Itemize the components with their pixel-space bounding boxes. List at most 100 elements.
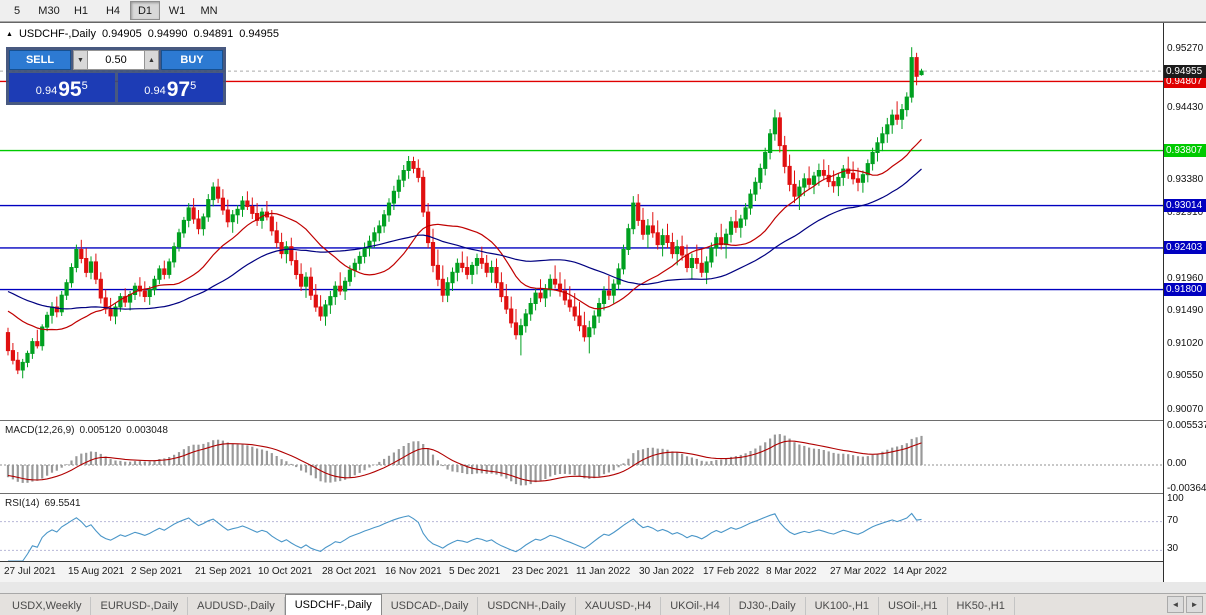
scale-tick-label: 0.90070 xyxy=(1167,403,1204,415)
period-button-W1[interactable]: W1 xyxy=(168,4,186,17)
window-icon: ▲ xyxy=(6,30,13,38)
date-tick-label: 21 Sep 2021 xyxy=(195,566,252,577)
rsi-value: 69.5541 xyxy=(44,498,81,509)
scale-tick-label: 30 xyxy=(1167,543,1179,555)
date-tick-label: 23 Dec 2021 xyxy=(512,566,569,577)
period-button-M30[interactable]: M30 xyxy=(38,4,60,17)
scale-tick-label: 0.005537 xyxy=(1167,420,1206,432)
date-tick-label: 11 Jan 2022 xyxy=(576,566,631,577)
chart-tab-xauusd-h4[interactable]: XAUUSD-,H4 xyxy=(576,597,662,615)
macd-panel: MACD(12,26,9) 0.005120 0.003048 xyxy=(0,420,1163,493)
period-button-H1[interactable]: H1 xyxy=(73,4,89,17)
date-tick-label: 27 Mar 2022 xyxy=(830,566,887,577)
chart-tab-usoil-h1[interactable]: USOil-,H1 xyxy=(879,597,948,615)
tabs-scroll-right-button[interactable]: ► xyxy=(1186,595,1203,613)
scale-tick-label: 0.90550 xyxy=(1167,370,1204,382)
timeframe-toolbar: 5 M30 H1 H4 D1 W1 MN xyxy=(0,0,1206,22)
macd-main-value: 0.005120 xyxy=(79,425,122,436)
volume-input[interactable]: 0.50 xyxy=(88,50,144,70)
date-tick-label: 16 Nov 2021 xyxy=(385,566,442,577)
date-axis[interactable]: 27 Jul 2021 15 Aug 2021 2 Sep 2021 21 Sep 2… xyxy=(0,561,1163,584)
main-chart-panel: ▲ USDCHF-,Daily 0.94905 0.94990 0.94891 … xyxy=(0,23,1163,420)
period-button-D1[interactable]: D1 xyxy=(130,1,160,20)
buy-price-big-digits: 97 xyxy=(166,78,191,101)
chart-tab-usdx-weekly[interactable]: USDX,Weekly xyxy=(3,597,92,615)
scale-tick-label: 0.95270 xyxy=(1167,43,1204,55)
date-tick-label: 10 Oct 2021 xyxy=(258,566,313,577)
date-tick-label: 5 Dec 2021 xyxy=(449,566,501,577)
chart-tab-usdcad-daily[interactable]: USDCAD-,Daily xyxy=(382,597,479,615)
buy-button[interactable]: BUY xyxy=(161,50,223,70)
sell-price-prefix: 0.94 xyxy=(35,85,58,97)
price-marker-label: 0.91800 xyxy=(1164,283,1206,297)
high-value: 0.94990 xyxy=(147,28,188,40)
date-tick-label: 15 Aug 2021 xyxy=(68,566,125,577)
macd-name: MACD(12,26,9) xyxy=(5,425,75,436)
close-value: 0.94955 xyxy=(239,28,279,40)
rsi-name: RSI(14) xyxy=(5,498,40,509)
chart-tab-audusd-daily[interactable]: AUDUSD-,Daily xyxy=(188,597,285,615)
open-value: 0.94905 xyxy=(101,28,142,40)
scale-tick-label: 0.91960 xyxy=(1167,272,1204,284)
chart-tab-ukoil-h4[interactable]: UKOil-,H4 xyxy=(661,597,730,615)
scale-tick-label: 0.93380 xyxy=(1167,174,1204,186)
macd-signal-line xyxy=(7,440,922,482)
date-tick-label: 30 Jan 2022 xyxy=(639,566,695,577)
rsi-label: RSI(14) 69.5541 xyxy=(5,498,81,509)
volume-decrease-button[interactable]: ▼ xyxy=(73,50,88,70)
scale-tick-label: 0.91020 xyxy=(1167,337,1204,349)
date-tick-label: 17 Feb 2022 xyxy=(703,566,760,577)
date-tick-label: 2 Sep 2021 xyxy=(131,566,183,577)
price-axis[interactable]: 0.95270 0.94430 0.93380 0.92910 0.91960 0.914… xyxy=(1163,23,1206,583)
date-tick-label: 27 Jul 2021 xyxy=(4,566,56,577)
buy-price-pip: 5 xyxy=(190,80,197,92)
scale-tick-label: 70 xyxy=(1167,514,1179,526)
chart-tab-dj30-daily[interactable]: DJ30-,Daily xyxy=(730,597,806,615)
date-tick-label: 8 Mar 2022 xyxy=(766,566,817,577)
volume-increase-button[interactable]: ▲ xyxy=(144,50,159,70)
low-value: 0.94891 xyxy=(193,28,234,40)
rsi-panel: RSI(14) 69.5541 xyxy=(0,493,1163,563)
period-button-MN[interactable]: MN xyxy=(200,4,218,17)
candles-group xyxy=(5,47,924,379)
rsi-plot[interactable] xyxy=(0,494,1163,563)
sell-price-display[interactable]: 0.94 95 5 xyxy=(9,73,115,102)
rsi-line xyxy=(8,512,922,562)
chart-tab-usdcnh-daily[interactable]: USDCNH-,Daily xyxy=(478,597,576,615)
date-tick-label: 28 Oct 2021 xyxy=(322,566,377,577)
sell-price-big-digits: 95 xyxy=(58,78,82,101)
macd-histogram xyxy=(6,434,923,486)
price-marker-label: 0.94807 xyxy=(1164,74,1206,88)
macd-signal-value: 0.003048 xyxy=(126,425,168,436)
scale-tick-label: -0.003645 xyxy=(1167,482,1206,494)
tabs-scroll-left-button[interactable]: ◄ xyxy=(1167,595,1184,613)
date-tick-label: 14 Apr 2022 xyxy=(893,566,947,577)
sell-button[interactable]: SELL xyxy=(9,50,71,70)
scale-tick-label: 0.00 xyxy=(1167,458,1187,469)
price-marker-label: 0.93014 xyxy=(1164,199,1206,213)
chart-tabbar: USDX,Weekly EURUSD-,Daily AUDUSD-,Daily USD… xyxy=(0,593,1206,615)
scale-tick-label: 0.91490 xyxy=(1167,305,1204,317)
period-button-H4[interactable]: H4 xyxy=(105,4,121,17)
tab-scroll-controls: ◄ ► xyxy=(1167,593,1206,615)
scale-tick-label: 0.94430 xyxy=(1167,101,1204,113)
chart-title: ▲ USDCHF-,Daily 0.94905 0.94990 0.94891 … xyxy=(6,28,279,40)
one-click-trading-panel: SELL ▼ 0.50 ▲ BUY 0.94 95 5 0.94 97 5 xyxy=(6,47,226,105)
chart-tab-eurusd-daily[interactable]: EURUSD-,Daily xyxy=(91,597,189,615)
symbol-period-label: USDCHF-,Daily xyxy=(18,28,96,40)
macd-plot[interactable] xyxy=(0,421,1163,493)
scale-tick-label: 0.92910 xyxy=(1167,206,1204,218)
price-marker-label: 0.92403 xyxy=(1164,241,1206,255)
chart-tab-usdchf-daily[interactable]: USDCHF-,Daily xyxy=(284,594,382,615)
sell-price-pip: 5 xyxy=(81,80,88,92)
chart-window: ▲ USDCHF-,Daily 0.94905 0.94990 0.94891 … xyxy=(0,22,1206,584)
ma-slow-line xyxy=(7,168,922,310)
chart-tab-uk100-h1[interactable]: UK100-,H1 xyxy=(806,597,880,615)
chart-tab-hk50-h1[interactable]: HK50-,H1 xyxy=(948,597,1015,615)
macd-label: MACD(12,26,9) 0.005120 0.003048 xyxy=(5,425,168,436)
period-button-5[interactable]: 5 xyxy=(13,4,21,17)
scale-tick-label: 100 xyxy=(1167,493,1184,504)
buy-price-display[interactable]: 0.94 97 5 xyxy=(117,73,223,102)
ma-fast-line xyxy=(7,138,922,331)
price-marker-label: 0.93807 xyxy=(1164,144,1206,158)
